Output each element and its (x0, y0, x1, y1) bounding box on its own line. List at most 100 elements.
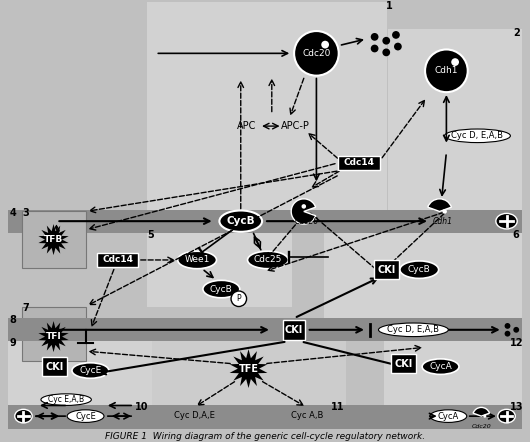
Text: Cdc20: Cdc20 (295, 217, 319, 226)
Bar (388, 29, 522, 211)
Text: Cyc D, E,A,B: Cyc D, E,A,B (452, 131, 504, 140)
Bar (338, 156, 381, 170)
Text: CycE: CycE (80, 366, 102, 375)
Polygon shape (38, 321, 69, 352)
Circle shape (321, 41, 329, 49)
Text: 3: 3 (22, 208, 29, 218)
Circle shape (294, 31, 339, 76)
Text: Cdc14: Cdc14 (102, 255, 133, 264)
Text: 10: 10 (135, 402, 148, 412)
Text: CKI: CKI (377, 265, 395, 274)
Wedge shape (291, 199, 316, 224)
Circle shape (394, 43, 402, 50)
Ellipse shape (219, 210, 262, 232)
Text: P: P (236, 294, 241, 303)
Ellipse shape (496, 213, 517, 229)
Text: 1: 1 (386, 1, 393, 11)
Text: Cdh1: Cdh1 (432, 217, 453, 226)
Text: CycA: CycA (438, 412, 459, 421)
Bar (97, 253, 138, 267)
Bar (324, 233, 522, 318)
Bar (22, 306, 85, 361)
Wedge shape (428, 199, 452, 211)
Circle shape (505, 323, 510, 329)
Bar (8, 318, 522, 341)
Text: TFB: TFB (44, 235, 63, 244)
Text: Cdc25: Cdc25 (254, 255, 282, 264)
Ellipse shape (203, 280, 240, 298)
Text: CKI: CKI (285, 325, 303, 335)
Circle shape (382, 37, 390, 45)
Circle shape (382, 49, 390, 56)
Circle shape (425, 50, 468, 92)
Bar (8, 210, 522, 233)
Ellipse shape (41, 394, 91, 405)
Bar (284, 320, 305, 339)
Text: 9: 9 (10, 339, 16, 348)
Bar (152, 341, 346, 429)
Text: TFE: TFE (238, 364, 259, 373)
Circle shape (443, 209, 447, 214)
Ellipse shape (400, 261, 439, 278)
Text: Cyc D,A,E: Cyc D,A,E (174, 411, 215, 419)
Ellipse shape (67, 410, 104, 423)
Circle shape (370, 33, 378, 41)
Bar (8, 405, 522, 429)
Text: Cdc20: Cdc20 (472, 424, 491, 429)
Text: Cyc D, E,A,B: Cyc D, E,A,B (387, 325, 439, 334)
Ellipse shape (72, 363, 109, 378)
Bar (8, 341, 152, 419)
Text: 12: 12 (509, 339, 523, 348)
Text: Cdh1: Cdh1 (435, 66, 458, 75)
Ellipse shape (430, 410, 467, 423)
Text: 8: 8 (10, 315, 16, 325)
Polygon shape (229, 349, 268, 388)
Ellipse shape (15, 409, 32, 423)
Ellipse shape (422, 359, 459, 374)
Text: CycB: CycB (210, 285, 233, 293)
Circle shape (231, 291, 246, 306)
Circle shape (483, 415, 487, 418)
Text: 5: 5 (147, 230, 154, 240)
Text: APC: APC (237, 121, 257, 131)
Ellipse shape (498, 409, 515, 423)
Text: CycE: CycE (75, 412, 96, 421)
Bar (147, 2, 387, 211)
Text: CKI: CKI (46, 362, 64, 372)
Text: Cdc14: Cdc14 (343, 159, 375, 168)
Bar (22, 211, 85, 268)
Text: APC-P: APC-P (280, 121, 310, 131)
Text: Cyc E,A,B: Cyc E,A,B (48, 395, 84, 404)
Text: 2: 2 (513, 28, 519, 38)
Bar (384, 341, 522, 419)
Circle shape (451, 58, 459, 66)
Text: CKI: CKI (394, 359, 413, 369)
Polygon shape (38, 224, 69, 255)
Bar (374, 260, 399, 279)
Text: Wee1: Wee1 (184, 255, 210, 264)
Circle shape (370, 45, 378, 53)
Text: 6: 6 (513, 230, 519, 240)
Ellipse shape (378, 323, 448, 337)
Ellipse shape (445, 129, 510, 143)
Text: CycB: CycB (226, 216, 255, 226)
Text: FIGURE 1  Wiring diagram of the generic cell-cycle regulatory network.: FIGURE 1 Wiring diagram of the generic c… (105, 432, 425, 441)
Circle shape (505, 331, 510, 337)
Text: 7: 7 (22, 304, 29, 313)
Bar (391, 354, 417, 373)
Text: 11: 11 (331, 402, 344, 412)
Circle shape (302, 204, 306, 209)
Text: TFI: TFI (46, 332, 61, 341)
Circle shape (514, 327, 519, 333)
Text: Cyc A,B: Cyc A,B (290, 411, 323, 419)
Text: Cdc20: Cdc20 (302, 49, 331, 58)
Text: CycA: CycA (429, 362, 452, 371)
Circle shape (392, 31, 400, 39)
Bar (42, 357, 67, 376)
Ellipse shape (178, 251, 216, 269)
Text: 13: 13 (509, 402, 523, 412)
Text: 4: 4 (10, 208, 16, 218)
Wedge shape (473, 408, 490, 416)
Bar (147, 233, 292, 306)
Text: CycB: CycB (408, 265, 430, 274)
